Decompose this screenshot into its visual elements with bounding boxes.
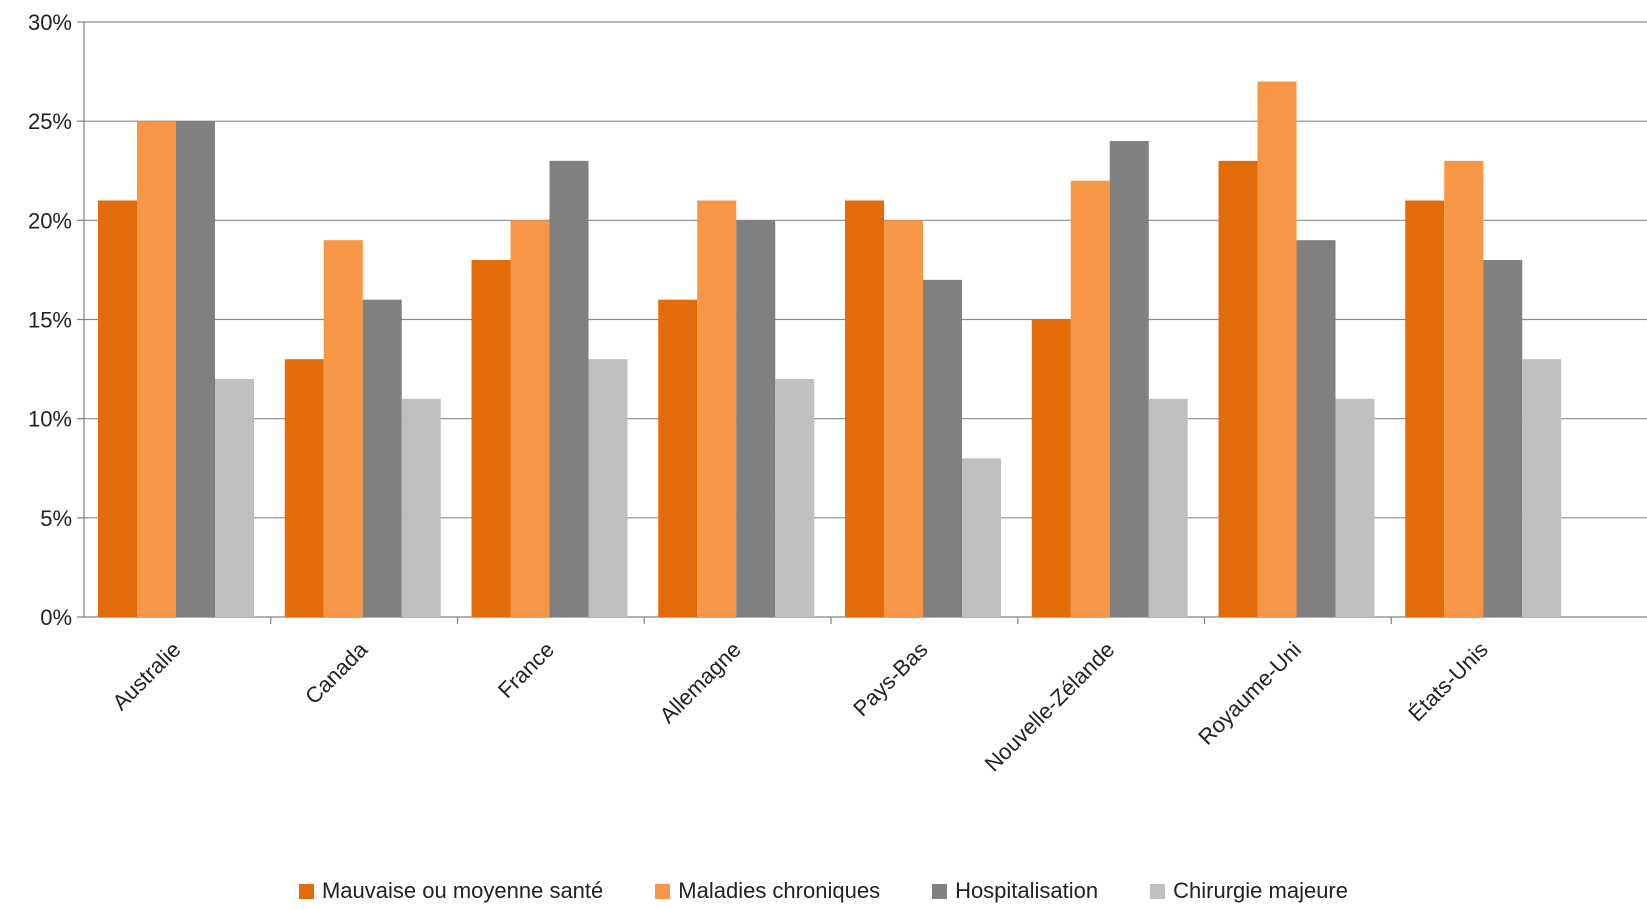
- legend-swatch: [932, 883, 948, 899]
- data-label: 21%: [846, 181, 882, 201]
- data-label: 23%: [1220, 141, 1256, 161]
- data-label: 15%: [1033, 300, 1069, 320]
- data-label: 23%: [551, 141, 587, 161]
- y-tick-label: 10%: [28, 407, 72, 432]
- bar-4: [775, 379, 815, 617]
- bar-2: [697, 200, 737, 617]
- x-category-label: Pays-Bas: [848, 637, 932, 721]
- y-tick-label: 30%: [28, 10, 72, 35]
- data-label: 17%: [924, 260, 960, 280]
- y-tick-label: 0%: [40, 605, 72, 630]
- legend-swatch: [1150, 883, 1166, 899]
- legend-item: Hospitalisation: [932, 878, 1098, 904]
- x-category-label: Allemagne: [655, 637, 746, 728]
- data-label: 21%: [1407, 181, 1443, 201]
- bar-3: [736, 220, 776, 618]
- legend-label: Chirurgie majeure: [1173, 878, 1348, 903]
- x-category-label: Royaume-Uni: [1193, 637, 1306, 750]
- y-tick-label: 15%: [28, 308, 72, 333]
- bar-4: [588, 359, 628, 617]
- bar-1: [284, 359, 324, 617]
- bar-2: [323, 240, 363, 617]
- bar-1: [98, 200, 137, 617]
- legend-item: Mauvaise ou moyenne santé: [298, 878, 604, 904]
- bar-3: [1483, 260, 1523, 617]
- legend-item: Chirurgie majeure: [1150, 878, 1348, 904]
- bar-3: [362, 299, 402, 617]
- data-label: 13%: [286, 339, 322, 359]
- x-category-label: Canada: [300, 636, 373, 709]
- bar-4: [215, 379, 254, 617]
- data-label: 25%: [138, 101, 174, 121]
- data-label: 18%: [473, 240, 509, 260]
- bar-3: [176, 121, 215, 618]
- bar-4: [401, 398, 441, 617]
- bar-4: [1148, 398, 1188, 617]
- legend-label: Maladies chroniques: [678, 878, 881, 903]
- y-tick-label: 25%: [28, 109, 72, 134]
- x-category-label: France: [493, 637, 559, 703]
- data-label: 20%: [885, 200, 921, 220]
- x-category-label: Nouvelle-Zélande: [980, 637, 1120, 777]
- y-tick-label: 5%: [40, 506, 72, 531]
- data-label: 20%: [512, 200, 548, 220]
- bar-1: [1405, 200, 1445, 617]
- bar-4: [1522, 359, 1562, 617]
- data-label: 19%: [325, 220, 361, 240]
- data-label: 18%: [1485, 240, 1521, 260]
- bar-4: [1335, 398, 1375, 617]
- legend-item: Maladies chroniques: [655, 878, 880, 904]
- bar-1: [1218, 160, 1258, 618]
- bar-4: [962, 458, 1001, 617]
- bar-1: [845, 200, 884, 617]
- legend: Mauvaise ou moyenne santé Maladies chroni…: [0, 878, 1647, 904]
- data-label: 16%: [364, 280, 400, 300]
- x-category-label: États-Unis: [1403, 637, 1492, 726]
- bar-2: [884, 220, 923, 618]
- bar-2: [1070, 180, 1110, 617]
- data-label: 21%: [699, 181, 735, 201]
- data-label: 27%: [1259, 62, 1295, 82]
- legend-label: Hospitalisation: [955, 878, 1099, 903]
- data-label: 24%: [1111, 121, 1147, 141]
- bar-1: [658, 299, 698, 617]
- bar-3: [923, 279, 962, 617]
- data-label: 16%: [660, 280, 696, 300]
- data-label: 22%: [1072, 161, 1108, 181]
- bar-1: [1031, 319, 1071, 617]
- data-label: 20%: [738, 200, 774, 220]
- bar-2: [1257, 81, 1297, 617]
- data-label: 25%: [177, 101, 213, 121]
- legend-swatch: [655, 883, 671, 899]
- bar-1: [471, 260, 511, 617]
- bar-2: [137, 121, 176, 618]
- x-category-label: Australie: [107, 637, 185, 715]
- legend-label: Mauvaise ou moyenne santé: [321, 878, 604, 903]
- data-label: 21%: [99, 181, 135, 201]
- y-tick-label: 20%: [28, 208, 72, 233]
- data-label: 19%: [1298, 220, 1334, 240]
- bar-2: [510, 220, 550, 618]
- bar-2: [1444, 160, 1484, 618]
- data-label: 23%: [1446, 141, 1482, 161]
- bar-3: [1109, 141, 1149, 617]
- bar-3: [1296, 240, 1336, 617]
- legend-swatch: [298, 883, 314, 899]
- bar-3: [549, 160, 589, 618]
